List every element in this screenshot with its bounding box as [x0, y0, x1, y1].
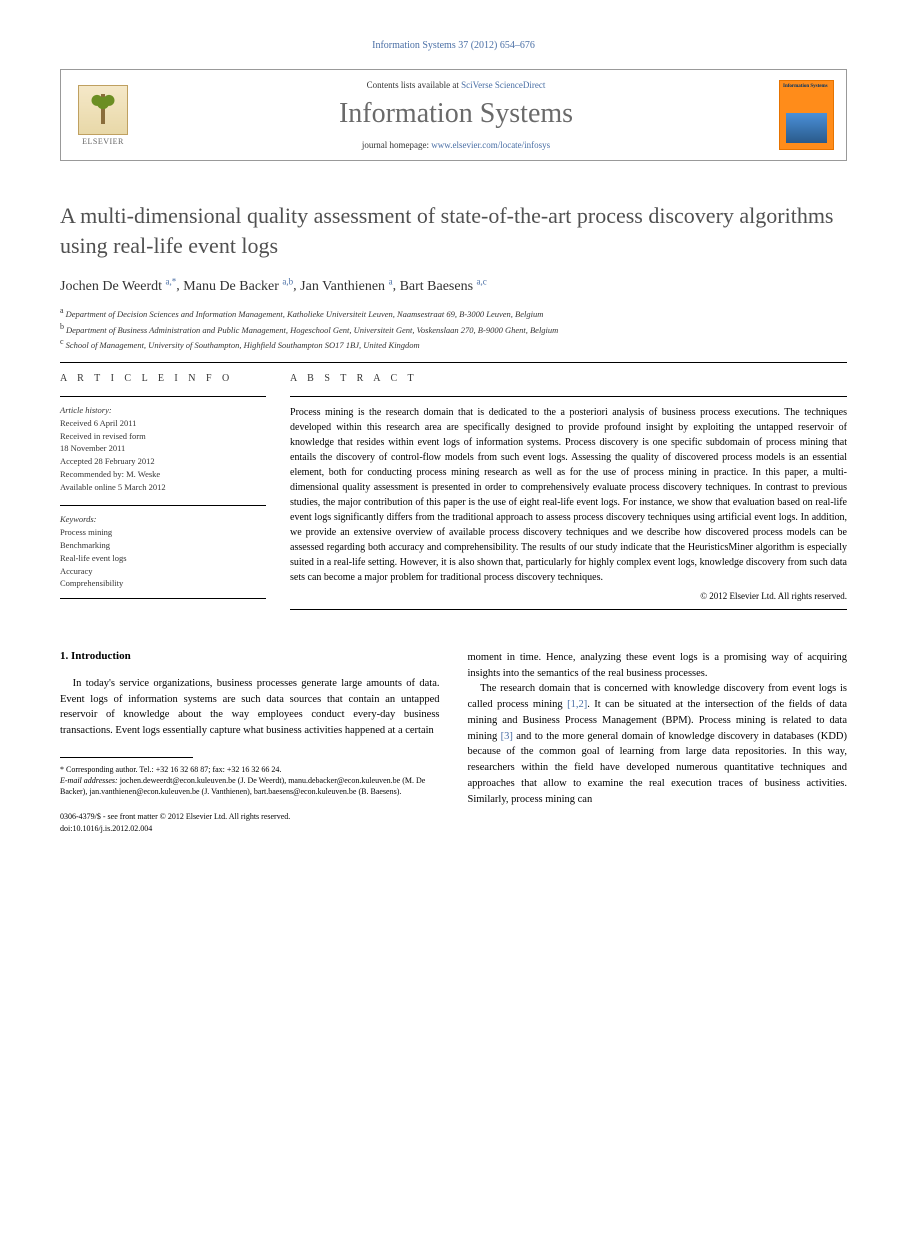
body-right-column: moment in time. Hence, analyzing these e…: [468, 650, 848, 834]
author-affiliation-marker: a,c: [477, 276, 487, 286]
author: Jochen De Weerdt a,*: [60, 279, 176, 294]
cover-image-icon: [786, 113, 827, 143]
author-affiliation-marker: a,*: [166, 276, 177, 286]
keyword-line: Real-life event logs: [60, 552, 266, 565]
affiliation-key: b: [60, 322, 66, 331]
ref-1-2-link[interactable]: [1,2]: [567, 699, 587, 710]
article-info-label: A R T I C L E I N F O: [60, 373, 266, 384]
affiliation-line: a Department of Decision Sciences and In…: [60, 305, 847, 321]
affiliations: a Department of Decision Sciences and In…: [60, 305, 847, 352]
intro-para-3: The research domain that is concerned wi…: [468, 681, 848, 807]
journal-header: ELSEVIER Contents lists available at Sci…: [60, 69, 847, 161]
intro-para-2: moment in time. Hence, analyzing these e…: [468, 650, 848, 682]
front-matter-line: 0306-4379/$ - see front matter © 2012 El…: [60, 811, 440, 822]
elsevier-logo: ELSEVIER: [73, 80, 133, 150]
article-info-column: A R T I C L E I N F O Article history: R…: [60, 373, 266, 610]
body-columns: 1. Introduction In today's service organ…: [60, 650, 847, 834]
author-separator: ,: [393, 279, 400, 294]
divider: [60, 362, 847, 363]
info-abstract-row: A R T I C L E I N F O Article history: R…: [60, 373, 847, 610]
history-line: Accepted 28 February 2012: [60, 455, 266, 468]
author: Jan Vanthienen a: [300, 279, 392, 294]
abstract-text: Process mining is the research domain th…: [290, 405, 847, 585]
abstract-block: Process mining is the research domain th…: [290, 396, 847, 610]
author: Manu De Backer a,b: [183, 279, 293, 294]
article-title: A multi-dimensional quality assessment o…: [60, 201, 847, 260]
email-footnote: E-mail addresses: jochen.deweerdt@econ.k…: [60, 775, 440, 797]
history-line: 18 November 2011: [60, 442, 266, 455]
article-history: Article history: Received 6 April 2011Re…: [60, 396, 266, 494]
p3-post: and to the more general domain of knowle…: [468, 731, 848, 805]
author-affiliation-marker: a,b: [282, 276, 293, 286]
elsevier-text: ELSEVIER: [82, 137, 124, 146]
sciencedirect-link[interactable]: SciVerse ScienceDirect: [461, 80, 545, 90]
keywords-label: Keywords:: [60, 514, 266, 524]
cover-title: Information Systems: [783, 84, 830, 90]
affiliation-line: b Department of Business Administration …: [60, 321, 847, 337]
journal-title: Information Systems: [133, 98, 779, 130]
ref-3-link[interactable]: [3]: [501, 731, 513, 742]
abstract-column: A B S T R A C T Process mining is the re…: [290, 373, 847, 610]
contents-line: Contents lists available at SciVerse Sci…: [133, 80, 779, 90]
homepage-line: journal homepage: www.elsevier.com/locat…: [133, 140, 779, 150]
body-left-column: 1. Introduction In today's service organ…: [60, 650, 440, 834]
intro-para-1: In today's service organizations, busine…: [60, 676, 440, 739]
keywords-block: Keywords: Process miningBenchmarkingReal…: [60, 505, 266, 599]
email-label: E-mail addresses:: [60, 776, 118, 785]
footnote-separator: [60, 757, 193, 758]
authors-list: Jochen De Weerdt a,*, Manu De Backer a,b…: [60, 276, 847, 295]
homepage-prefix: journal homepage:: [362, 140, 431, 150]
affiliation-key: a: [60, 306, 66, 315]
doi-line: doi:10.1016/j.is.2012.02.004: [60, 823, 440, 834]
section-1-heading: 1. Introduction: [60, 650, 440, 662]
keyword-line: Comprehensibility: [60, 577, 266, 590]
elsevier-tree-icon: [78, 85, 128, 135]
affiliation-line: c School of Management, University of So…: [60, 336, 847, 352]
abstract-copyright: © 2012 Elsevier Ltd. All rights reserved…: [290, 591, 847, 601]
keyword-line: Process mining: [60, 526, 266, 539]
contents-prefix: Contents lists available at: [367, 80, 461, 90]
author: Bart Baesens a,c: [400, 279, 487, 294]
keyword-line: Accuracy: [60, 565, 266, 578]
history-line: Recommended by: M. Weske: [60, 468, 266, 481]
keyword-line: Benchmarking: [60, 539, 266, 552]
journal-cover-thumbnail: Information Systems: [779, 80, 834, 150]
history-line: Received 6 April 2011: [60, 417, 266, 430]
journal-reference: Information Systems 37 (2012) 654–676: [60, 40, 847, 51]
history-line: Available online 5 March 2012: [60, 481, 266, 494]
header-center: Contents lists available at SciVerse Sci…: [133, 80, 779, 150]
homepage-link[interactable]: www.elsevier.com/locate/infosys: [431, 140, 550, 150]
history-label: Article history:: [60, 405, 266, 415]
abstract-label: A B S T R A C T: [290, 373, 847, 384]
footer-info: 0306-4379/$ - see front matter © 2012 El…: [60, 811, 440, 833]
affiliation-key: c: [60, 337, 66, 346]
corresponding-author-footnote: * Corresponding author. Tel.: +32 16 32 …: [60, 764, 440, 775]
history-line: Received in revised form: [60, 430, 266, 443]
